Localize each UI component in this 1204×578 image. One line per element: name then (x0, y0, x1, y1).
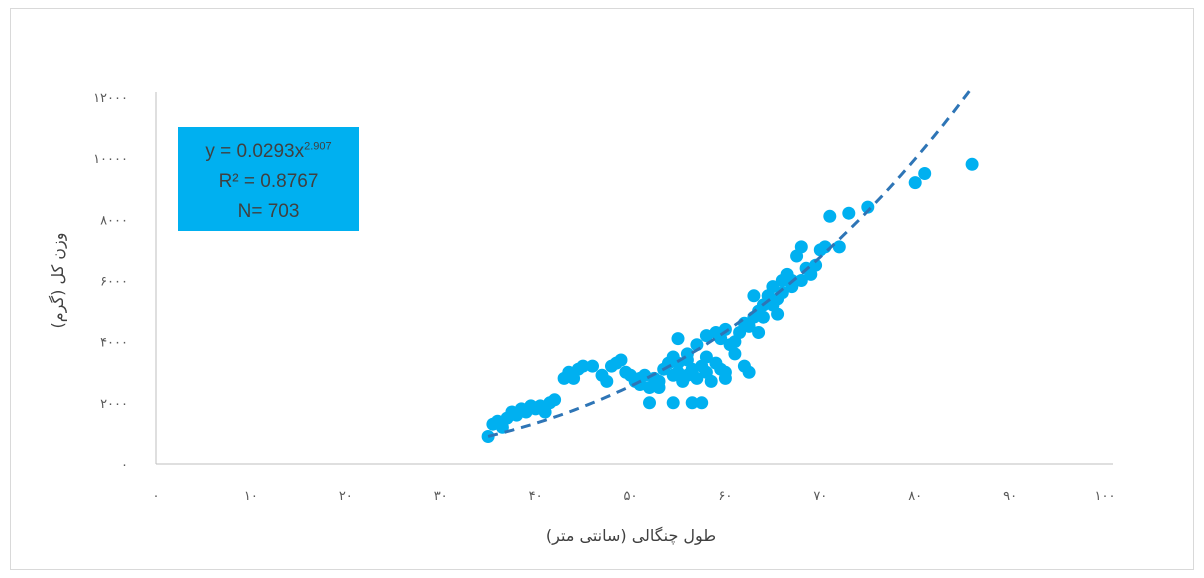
data-point (794, 274, 808, 287)
data-point (766, 280, 780, 294)
data-point (832, 240, 846, 254)
data-point (775, 286, 789, 300)
data-point (695, 396, 709, 410)
x-tick-label: ۶۰ (718, 489, 732, 504)
data-point (576, 359, 590, 373)
data-point (823, 209, 837, 223)
x-tick-label: ۹۰ (1003, 489, 1017, 504)
trendline-equation-box: y = 0.0293x2.907 R² = 0.8767 N= 703 (178, 127, 359, 231)
data-point (809, 258, 823, 272)
trendline (487, 86, 974, 438)
y-tick-label: ۱۰۰۰۰ (93, 152, 128, 167)
data-point (794, 240, 808, 254)
data-point (718, 371, 732, 385)
x-tick-label: ۱۰ (244, 489, 258, 504)
x-tick-labels: ۰ ۱۰ ۲۰ ۳۰ ۴۰ ۵۰ ۶۰ ۷۰ ۸۰ ۹۰ ۱۰۰ (153, 489, 1116, 504)
x-tick-label: ۴۰ (529, 489, 543, 504)
data-point (752, 326, 766, 339)
y-tick-label: ۸۰۰۰ (100, 213, 128, 228)
y-tick-label: ۶۰۰۰ (100, 275, 128, 290)
y-tick-label: ۰ (121, 458, 128, 473)
data-point (756, 310, 770, 324)
data-point (728, 347, 742, 361)
y-tick-label: ۲۰۰۰ (100, 397, 128, 412)
x-axis-title: طول چنگالی (سانتی متر) (546, 526, 716, 546)
x-tick-label: ۳۰ (434, 489, 448, 504)
x-tick-label: ۱۰۰ (1095, 489, 1116, 504)
x-tick-label: ۵۰ (624, 489, 638, 504)
sample-size-text: N= 703 (237, 201, 300, 222)
data-point (666, 396, 680, 410)
equation-text: y = 0.0293x (205, 141, 305, 162)
r-squared-text: R² = 0.8767 (218, 171, 319, 192)
x-tick-label: ۷۰ (813, 489, 827, 504)
data-point (699, 350, 713, 364)
data-point (690, 371, 704, 385)
y-tick-label: ۴۰۰۰ (100, 336, 128, 351)
data-point (737, 359, 751, 373)
data-point (908, 176, 922, 190)
data-point (704, 374, 718, 388)
data-point (771, 307, 785, 321)
data-point (481, 430, 495, 443)
equation-line: y = 0.0293x2.907 (178, 137, 359, 167)
data-point (600, 374, 614, 388)
data-point (548, 393, 562, 407)
chart-frame: ۰ ۱۰ ۲۰ ۳۰ ۴۰ ۵۰ ۶۰ ۷۰ ۸۰ ۹۰ ۱۰۰ ۰ ۲۰۰۰ ۴۰۰۰ ۶۰۰۰ ۸۰۰۰… (10, 8, 1194, 570)
data-point (861, 200, 875, 214)
x-tick-label: ۰ (153, 489, 160, 504)
data-point (671, 332, 685, 346)
x-tick-label: ۲۰ (339, 489, 353, 504)
y-axis-title: وزن کل (گرم) (48, 233, 68, 329)
data-point (652, 381, 666, 394)
data-point (918, 167, 932, 180)
data-point (747, 289, 761, 303)
data-point (614, 353, 628, 367)
data-point (842, 206, 856, 220)
y-tick-label: ۱۲۰۰۰ (93, 91, 128, 106)
data-point (965, 157, 979, 171)
equation-exponent: 2.907 (304, 140, 332, 153)
data-point (586, 359, 599, 373)
x-tick-label: ۸۰ (908, 489, 922, 504)
scatter-chart: ۰ ۱۰ ۲۰ ۳۰ ۴۰ ۵۰ ۶۰ ۷۰ ۸۰ ۹۰ ۱۰۰ ۰ ۲۰۰۰ ۴۰۰۰ ۶۰۰۰ ۸۰۰۰… (48, 86, 1116, 546)
data-point (685, 396, 699, 410)
y-tick-labels: ۰ ۲۰۰۰ ۴۰۰۰ ۶۰۰۰ ۸۰۰۰ ۱۰۰۰۰ ۱۲۰۰۰ (93, 91, 128, 473)
points-layer (481, 157, 979, 443)
data-point (643, 396, 656, 410)
